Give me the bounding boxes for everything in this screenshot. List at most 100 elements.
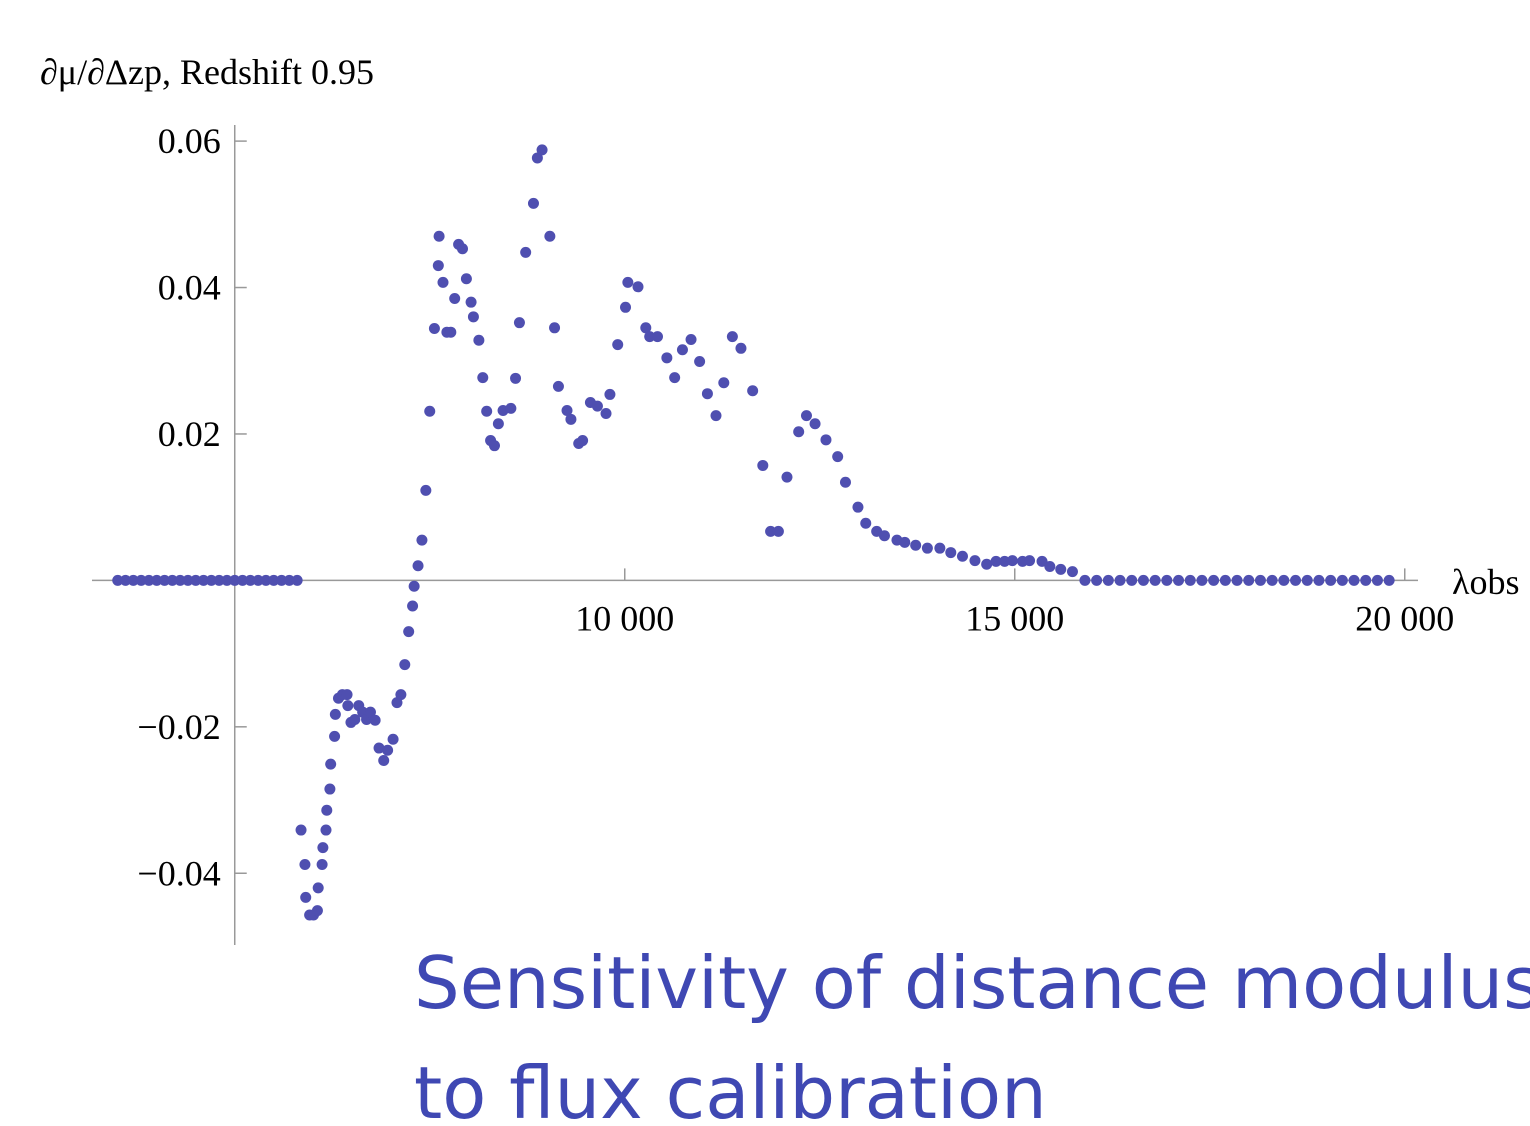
point xyxy=(416,534,428,546)
point xyxy=(481,405,493,417)
point xyxy=(820,434,832,446)
point xyxy=(981,558,993,570)
point xyxy=(860,517,872,529)
point xyxy=(407,600,419,612)
point xyxy=(852,501,864,513)
point xyxy=(620,301,632,313)
point xyxy=(800,410,812,422)
point xyxy=(316,858,328,870)
point xyxy=(1126,574,1138,586)
point xyxy=(934,542,946,554)
point xyxy=(809,418,821,430)
point xyxy=(505,402,517,414)
point xyxy=(910,539,922,551)
y-axis-label: ∂μ/∂Δzp, Redshift 0.95 xyxy=(40,52,374,92)
point xyxy=(510,372,522,384)
point xyxy=(1149,574,1161,586)
point xyxy=(112,574,124,586)
point xyxy=(424,405,436,417)
point xyxy=(701,388,713,400)
point xyxy=(956,550,968,562)
point xyxy=(577,435,589,447)
point xyxy=(460,273,472,285)
point xyxy=(747,385,759,397)
point xyxy=(300,891,312,903)
point xyxy=(1231,574,1243,586)
point xyxy=(174,574,186,586)
point xyxy=(652,331,663,343)
point xyxy=(1114,574,1126,586)
point xyxy=(640,322,652,334)
point xyxy=(205,574,217,586)
point xyxy=(1243,574,1255,586)
point xyxy=(291,574,303,586)
point xyxy=(373,742,385,754)
point xyxy=(1079,574,1091,586)
point xyxy=(1371,574,1383,586)
point xyxy=(283,574,295,586)
point xyxy=(311,905,323,917)
point xyxy=(520,246,532,258)
point xyxy=(166,574,178,586)
point xyxy=(1290,574,1302,586)
point xyxy=(757,459,769,471)
point xyxy=(832,451,844,463)
point xyxy=(1313,574,1325,586)
point xyxy=(591,400,603,412)
point xyxy=(685,334,697,346)
point xyxy=(1266,574,1278,586)
point xyxy=(612,339,624,351)
point xyxy=(552,380,564,392)
point xyxy=(221,574,233,586)
point xyxy=(229,574,241,586)
point xyxy=(1383,574,1395,586)
point xyxy=(710,410,722,422)
point xyxy=(622,276,634,288)
point xyxy=(1161,574,1173,586)
point xyxy=(299,858,311,870)
point xyxy=(1301,574,1313,586)
point xyxy=(382,744,394,756)
point xyxy=(408,580,420,592)
point xyxy=(473,334,485,346)
x-tick-label: 20 000 xyxy=(1355,598,1454,638)
point xyxy=(1278,574,1290,586)
point xyxy=(669,372,681,384)
point xyxy=(921,542,933,554)
point xyxy=(531,152,543,164)
point xyxy=(969,555,981,567)
point xyxy=(378,755,390,766)
point xyxy=(477,372,489,384)
x-axis-label: λobs xyxy=(1452,562,1519,602)
point xyxy=(1325,574,1337,586)
point xyxy=(839,476,851,488)
point xyxy=(1219,574,1231,586)
point xyxy=(561,405,573,417)
point xyxy=(433,230,445,242)
point xyxy=(295,824,307,836)
point xyxy=(399,659,411,671)
point xyxy=(213,574,225,586)
point xyxy=(1348,574,1360,586)
point xyxy=(403,626,415,638)
point xyxy=(513,317,525,329)
point xyxy=(317,842,329,854)
point xyxy=(135,574,147,586)
point xyxy=(325,758,337,770)
point xyxy=(151,574,163,586)
point xyxy=(198,574,210,586)
point xyxy=(1208,574,1220,586)
point xyxy=(1173,574,1185,586)
x-tick-label: 10 000 xyxy=(575,598,674,638)
point xyxy=(1055,563,1067,575)
point xyxy=(644,331,656,343)
y-tick-label: −0.02 xyxy=(137,707,220,747)
point xyxy=(276,574,288,586)
point xyxy=(320,824,332,836)
point xyxy=(329,708,341,720)
point xyxy=(781,471,793,483)
point xyxy=(260,574,272,586)
point xyxy=(632,281,644,293)
point xyxy=(312,882,324,894)
chart-title: to flux calibration xyxy=(414,1051,1047,1126)
